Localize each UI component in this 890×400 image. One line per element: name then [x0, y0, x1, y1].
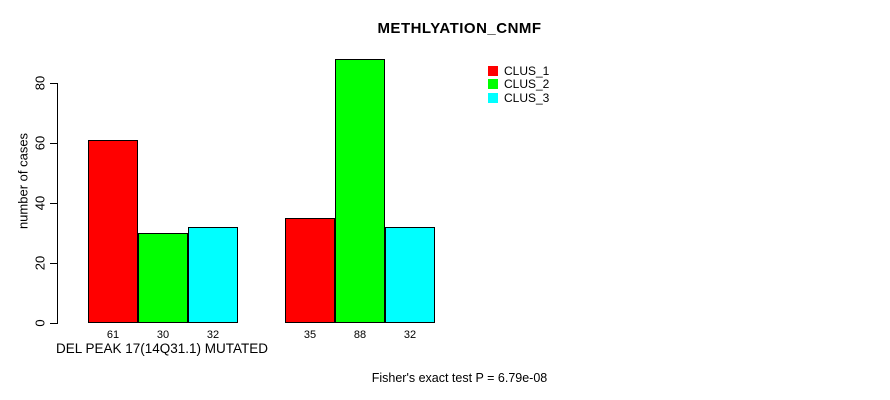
y-tick-mark	[50, 143, 57, 144]
y-tick-mark	[50, 263, 57, 264]
bar-clus_3-group1	[188, 227, 238, 323]
bar-clus_3-group2	[385, 227, 435, 323]
legend-swatch	[488, 65, 498, 76]
x-axis-group-label: DEL PEAK 17(14Q31.1) MUTATED	[55, 341, 269, 356]
y-tick-label: 60	[32, 135, 48, 151]
legend-swatch	[488, 92, 498, 103]
bar-clus_1-group2	[285, 218, 335, 323]
legend-item-clus_3: CLUS_3	[488, 91, 549, 105]
bar-value-label: 61	[106, 329, 120, 341]
y-tick-mark	[50, 83, 57, 84]
fisher-test-annotation: Fisher's exact test P = 6.79e-08	[371, 371, 548, 385]
y-tick-mark	[50, 203, 57, 204]
bar-value-label: 35	[303, 329, 317, 341]
bar-clus_2-group2	[335, 59, 385, 323]
y-tick-label: 80	[32, 75, 48, 91]
bar-clus_1-group1	[88, 140, 138, 323]
bar-value-label: 32	[403, 329, 417, 341]
legend-label: CLUS_1	[504, 63, 550, 78]
legend-label: CLUS_3	[504, 90, 550, 105]
bar-value-label: 30	[156, 329, 170, 341]
bar-value-label: 88	[353, 329, 367, 341]
y-axis-label: number of cases	[15, 132, 31, 230]
legend-item-clus_1: CLUS_1	[488, 64, 549, 78]
y-axis-line	[57, 83, 58, 324]
y-tick-label: 0	[32, 319, 48, 327]
bar-value-label: 32	[206, 329, 220, 341]
y-tick-mark	[50, 323, 57, 324]
y-tick-label: 40	[32, 195, 48, 211]
legend: CLUS_1 CLUS_2 CLUS_3	[488, 64, 549, 105]
legend-swatch	[488, 79, 498, 90]
chart-title: METHLYATION_CNMF	[377, 20, 542, 37]
legend-item-clus_2: CLUS_2	[488, 78, 549, 92]
y-tick-label: 20	[32, 255, 48, 271]
legend-label: CLUS_2	[504, 77, 550, 92]
bar-clus_2-group1	[138, 233, 188, 323]
